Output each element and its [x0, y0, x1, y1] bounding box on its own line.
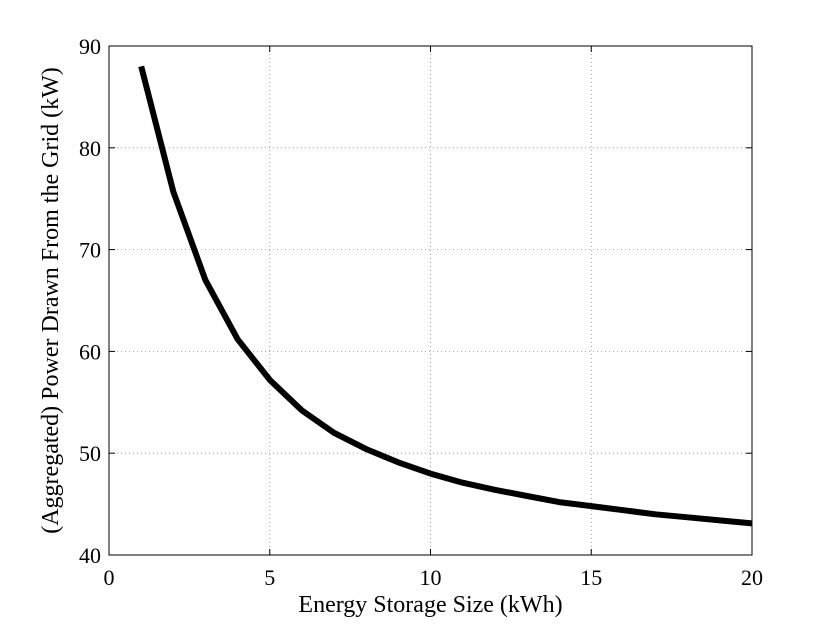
- grid-lines: [109, 46, 752, 555]
- y-axis-label: (Aggregated) Power Drawn From the Grid (…: [38, 67, 64, 534]
- x-axis-label: Energy Storage Size (kWh): [298, 592, 562, 618]
- y-tick-label: 90: [79, 34, 101, 59]
- x-tick-label: 5: [264, 565, 275, 590]
- y-tick-label: 40: [79, 543, 101, 568]
- y-tick-label: 50: [79, 441, 101, 466]
- x-tick-labels: 0 5 10 15 20: [104, 565, 764, 590]
- series-group: [138, 65, 753, 527]
- series-line-1: [138, 65, 753, 527]
- plot-frame: [108, 45, 753, 556]
- y-tick-label: 70: [79, 238, 101, 263]
- y-tick-labels: 40 50 60 70 80 90: [79, 34, 101, 568]
- x-tick-label: 0: [104, 565, 115, 590]
- y-tick-label: 80: [79, 136, 101, 161]
- x-tick-label: 10: [420, 565, 442, 590]
- x-tick-label: 15: [580, 565, 602, 590]
- x-tick-label: 20: [741, 565, 763, 590]
- y-tick-label: 60: [79, 339, 101, 364]
